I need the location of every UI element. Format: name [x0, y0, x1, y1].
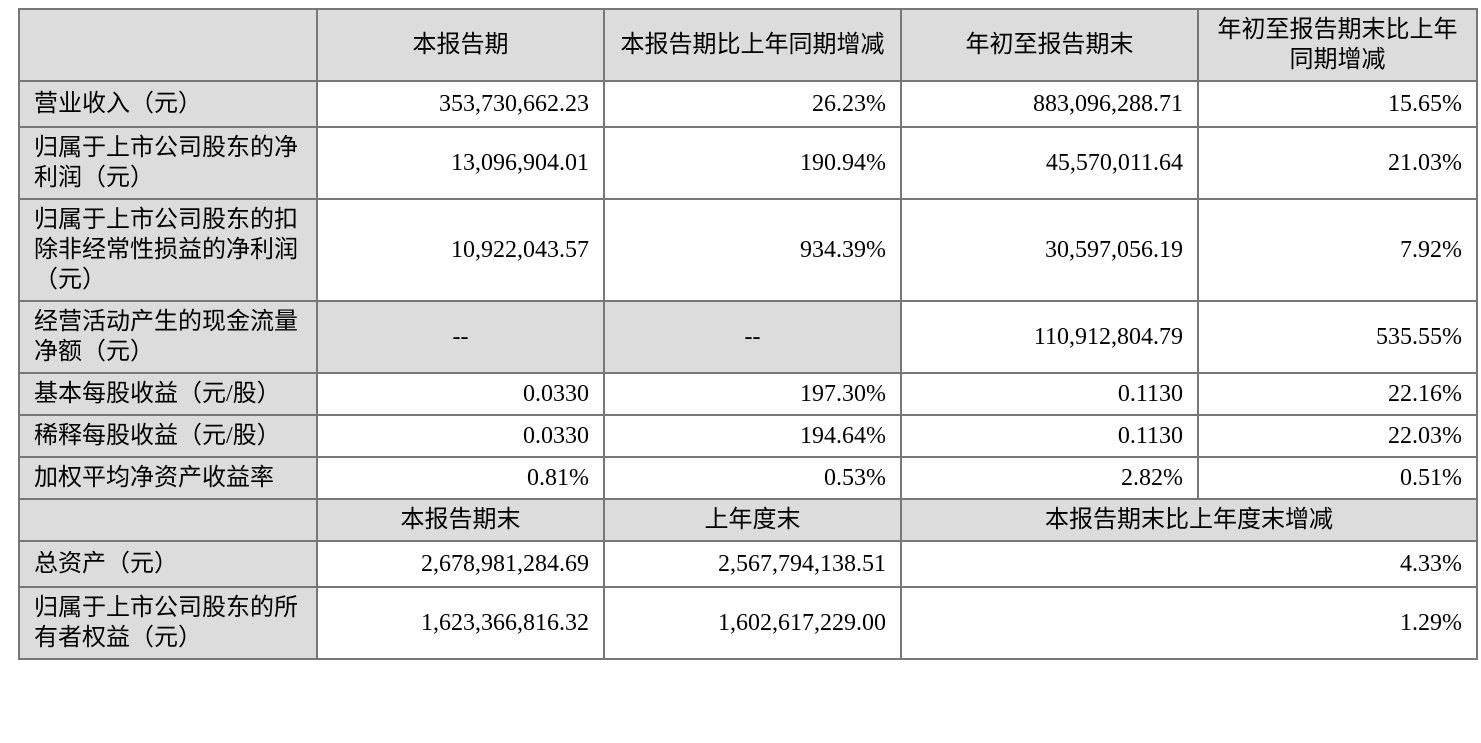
cell-value: 190.94%: [603, 126, 902, 200]
cell-value: 0.0330: [316, 372, 605, 416]
header-row-period-end: 本报告期末 上年度末 本报告期末比上年度末增减: [18, 498, 1478, 542]
cell-value: 15.65%: [1197, 80, 1478, 128]
table-row-weighted-avg-roe: 加权平均净资产收益率 0.81% 0.53% 2.82% 0.51%: [18, 456, 1478, 500]
cell-value: 10,922,043.57: [316, 198, 605, 302]
table-row-revenue: 营业收入（元） 353,730,662.23 26.23% 883,096,28…: [18, 80, 1478, 128]
cell-value: 883,096,288.71: [900, 80, 1199, 128]
cell-value: 13,096,904.01: [316, 126, 605, 200]
table-row-total-assets: 总资产（元） 2,678,981,284.69 2,567,794,138.51…: [18, 540, 1478, 588]
cell-value: 194.64%: [603, 414, 902, 458]
corner-cell: [18, 8, 318, 82]
row-label: 总资产（元）: [18, 540, 318, 588]
row-label: 归属于上市公司股东的净利润（元）: [18, 126, 318, 200]
row-label: 加权平均净资产收益率: [18, 456, 318, 500]
header-current-period-end: 本报告期末: [316, 498, 605, 542]
cell-value: 26.23%: [603, 80, 902, 128]
table-row-operating-cash-flow: 经营活动产生的现金流量净额（元） -- -- 110,912,804.79 53…: [18, 300, 1478, 374]
cell-value: 45,570,011.64: [900, 126, 1199, 200]
cell-value-na: --: [316, 300, 605, 374]
header-prior-year-end: 上年度末: [603, 498, 902, 542]
cell-value: 1,623,366,816.32: [316, 586, 605, 660]
cell-value: 535.55%: [1197, 300, 1478, 374]
row-label: 归属于上市公司股东的所有者权益（元）: [18, 586, 318, 660]
cell-value: 30,597,056.19: [900, 198, 1199, 302]
table-row-net-profit: 归属于上市公司股东的净利润（元） 13,096,904.01 190.94% 4…: [18, 126, 1478, 200]
header-row-period: 本报告期 本报告期比上年同期增减 年初至报告期末 年初至报告期末比上年同期增减: [18, 8, 1478, 82]
header-period-end-change: 本报告期末比上年度末增减: [900, 498, 1478, 542]
table-row-basic-eps: 基本每股收益（元/股） 0.0330 197.30% 0.1130 22.16%: [18, 372, 1478, 416]
row-label: 基本每股收益（元/股）: [18, 372, 318, 416]
financial-summary-table: 本报告期 本报告期比上年同期增减 年初至报告期末 年初至报告期末比上年同期增减 …: [18, 8, 1478, 660]
cell-value: 7.92%: [1197, 198, 1478, 302]
cell-value: 353,730,662.23: [316, 80, 605, 128]
cell-value: 2,567,794,138.51: [603, 540, 902, 588]
cell-value: 0.51%: [1197, 456, 1478, 500]
table-row-diluted-eps: 稀释每股收益（元/股） 0.0330 194.64% 0.1130 22.03%: [18, 414, 1478, 458]
corner-cell-2: [18, 498, 318, 542]
row-label: 归属于上市公司股东的扣除非经常性损益的净利润（元）: [18, 198, 318, 302]
cell-value: 0.1130: [900, 414, 1199, 458]
cell-value: 0.1130: [900, 372, 1199, 416]
cell-value: 1.29%: [900, 586, 1478, 660]
cell-value: 0.81%: [316, 456, 605, 500]
cell-value: 21.03%: [1197, 126, 1478, 200]
cell-value-na: --: [603, 300, 902, 374]
row-label: 稀释每股收益（元/股）: [18, 414, 318, 458]
cell-value: 197.30%: [603, 372, 902, 416]
cell-value: 934.39%: [603, 198, 902, 302]
header-current-period: 本报告期: [316, 8, 605, 82]
cell-value: 0.0330: [316, 414, 605, 458]
cell-value: 2,678,981,284.69: [316, 540, 605, 588]
cell-value: 4.33%: [900, 540, 1478, 588]
cell-value: 110,912,804.79: [900, 300, 1199, 374]
header-ytd-yoy-change: 年初至报告期末比上年同期增减: [1197, 8, 1478, 82]
table-row-net-profit-excl-nonrecurring: 归属于上市公司股东的扣除非经常性损益的净利润（元） 10,922,043.57 …: [18, 198, 1478, 302]
table-row-owners-equity: 归属于上市公司股东的所有者权益（元） 1,623,366,816.32 1,60…: [18, 586, 1478, 660]
row-label: 营业收入（元）: [18, 80, 318, 128]
cell-value: 2.82%: [900, 456, 1199, 500]
row-label: 经营活动产生的现金流量净额（元）: [18, 300, 318, 374]
cell-value: 1,602,617,229.00: [603, 586, 902, 660]
cell-value: 0.53%: [603, 456, 902, 500]
header-current-period-yoy-change: 本报告期比上年同期增减: [603, 8, 902, 82]
header-ytd: 年初至报告期末: [900, 8, 1199, 82]
cell-value: 22.16%: [1197, 372, 1478, 416]
cell-value: 22.03%: [1197, 414, 1478, 458]
